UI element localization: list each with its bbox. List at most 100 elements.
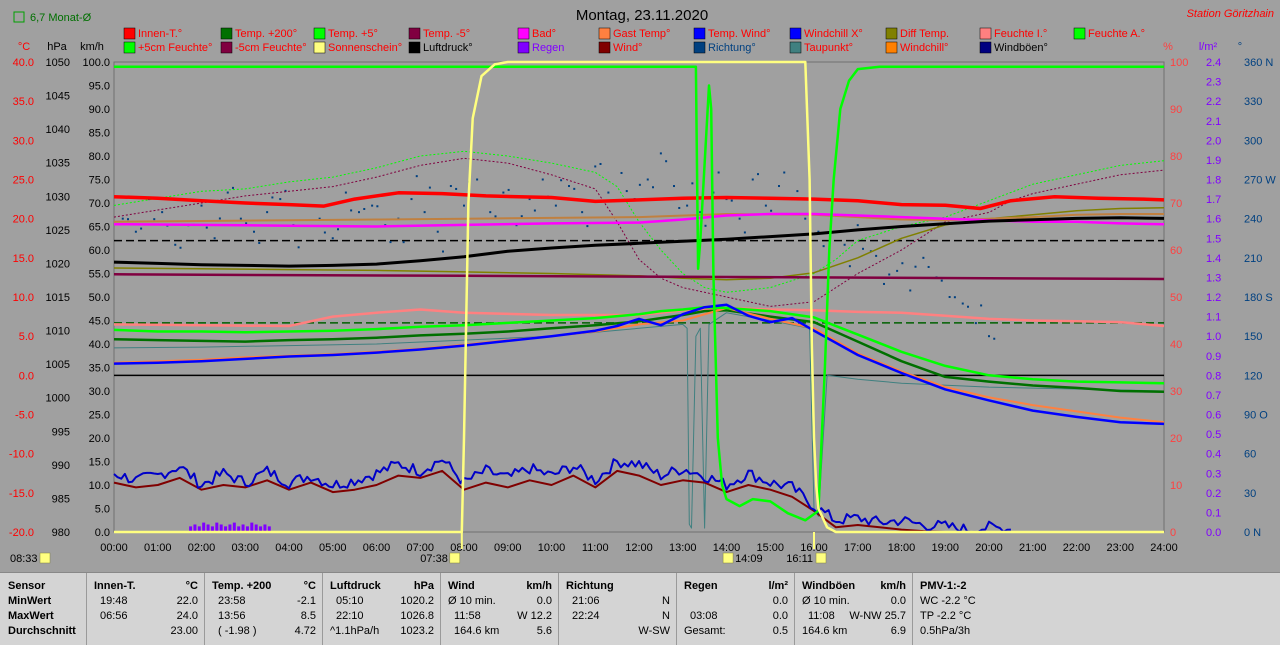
summary-richtung-header: Richtung [566, 580, 614, 592]
summary-col-wind: Wind km/h Ø 10 min. 0.0 11:58 W 12.2 164.6 … [440, 573, 559, 645]
axis-rain-tick: 1.1 [1206, 312, 1221, 324]
axis-rain-tick: 0.5 [1206, 429, 1221, 441]
legend-item-wind: Wind° [598, 41, 642, 54]
summary-sensor-header: Sensor [8, 580, 46, 592]
direction-point [717, 171, 720, 174]
direction-point [489, 211, 492, 214]
rain-bar [197, 526, 201, 532]
direction-point [704, 224, 707, 227]
axis-wind-tick: 35.0 [89, 363, 110, 375]
direction-point [127, 218, 129, 221]
axis-direction-tick: 330 [1244, 96, 1262, 108]
legend-item-5cm-feuchte: -5cm Feuchte° [220, 41, 307, 54]
direction-point [940, 279, 943, 282]
series-feuchte-a [114, 65, 1164, 522]
legend-swatch [979, 41, 992, 54]
axis-rain-tick: 0.8 [1206, 370, 1221, 382]
legend-label: Temp. +200° [235, 28, 297, 40]
axis-direction-unit: ° [1238, 41, 1242, 53]
direction-point [134, 230, 137, 233]
direction-point [121, 217, 124, 220]
x-tick-label: 13:00 [669, 542, 697, 554]
axis-pressure-tick: 1020 [46, 258, 70, 270]
direction-point [757, 173, 759, 176]
direction-point [423, 211, 426, 214]
summary-col-regen: Regen l/m² 0.0 03:08 0.0 Gesamt: 0.5 [676, 573, 795, 645]
legend-label: Feuchte I.° [994, 28, 1047, 40]
x-tick-label: 12:00 [625, 542, 653, 554]
series-temp-5 [113, 273, 1165, 281]
x-tick-label: 19:00 [931, 542, 959, 554]
sun-marker-day-length: 08:33 [10, 552, 51, 565]
sun-marker-noon: 14:09 [722, 552, 763, 565]
direction-point [783, 171, 786, 174]
axis-humidity-tick: 0 [1170, 527, 1176, 539]
direction-point [673, 185, 675, 188]
direction-point [856, 224, 859, 227]
summary-temp200-min-time: 23:58 [218, 595, 246, 607]
axis-humidity-unit: % [1163, 41, 1173, 53]
axis-humidity-tick: 30 [1170, 386, 1182, 398]
summary-row-min: MinWert [8, 595, 52, 607]
summary-regen-min-value: 0.0 [772, 595, 788, 607]
direction-point [896, 269, 899, 272]
axis-wind: 100.0 95.0 90.0 85.0 80.0 75.0 70.0 65.0 60.0 55.… [82, 57, 110, 539]
axis-pressure-tick: 990 [52, 460, 70, 472]
series-line-innen-t [113, 191, 1165, 211]
direction-point [239, 217, 242, 220]
legend: Innen-T.° Temp. +200° Temp. +5° Temp. -5° Ba… [123, 27, 1145, 54]
legend-swatch [408, 41, 421, 54]
axis-wind-tick: 20.0 [89, 433, 110, 445]
axis-wind-tick: 40.0 [89, 339, 110, 351]
summary-pmv-header: PMV-1:-2 [920, 580, 967, 592]
legend-swatch [313, 41, 326, 54]
direction-point [533, 209, 536, 212]
legend-swatch [979, 27, 992, 40]
direction-point [266, 211, 269, 214]
axis-direction-tick: 270 W [1244, 175, 1276, 187]
axis-humidity-tick: 70 [1170, 198, 1182, 210]
summary-temp200-min-value: -2.1 [297, 595, 316, 607]
rain-bar [232, 522, 236, 532]
legend-label: Taupunkt° [804, 42, 853, 54]
axis-pressure-tick: 980 [52, 527, 70, 539]
direction-point [699, 211, 702, 214]
station-name: Station Göritzhain [1187, 8, 1274, 20]
summary-innen-max-time: 06:56 [100, 610, 128, 622]
legend-label: Richtung° [708, 42, 756, 54]
x-tick-label: 23:00 [1106, 542, 1134, 554]
direction-point [376, 205, 379, 208]
axis-temp: 40.0 35.0 30.0 25.0 20.0 15.0 10.0 5.0 0.0 -5.0 -1… [9, 57, 34, 539]
direction-point [607, 191, 610, 194]
summary-innen-max-value: 24.0 [176, 610, 198, 622]
legend-item-temp-5: Temp. -5° [408, 27, 470, 40]
direction-point [953, 296, 956, 299]
chart-title: Montag, 23.11.2020 [576, 7, 708, 24]
direction-point [449, 185, 452, 188]
direction-point [875, 254, 878, 257]
sun-marker-day-length-label: 08:33 [10, 553, 38, 565]
direction-point [371, 204, 374, 207]
axis-humidity-tick: 50 [1170, 292, 1182, 304]
direction-point [652, 186, 654, 189]
direction-point [258, 241, 261, 244]
summary-innen-header: Innen-T. [94, 580, 136, 592]
summary-temp200-max-time: 13:56 [218, 610, 246, 622]
direction-point [428, 186, 431, 189]
direction-point [271, 196, 274, 199]
x-tick-label: 17:00 [844, 542, 872, 554]
legend-swatch [123, 27, 136, 40]
summary-richtung-min-time: 21:06 [572, 595, 600, 607]
legend-label: Gast Temp° [613, 28, 670, 40]
legend-item-richtung: Richtung° [693, 41, 756, 54]
summary-richtung-max-time: 22:24 [572, 610, 600, 622]
axis-temp-tick: 15.0 [13, 253, 34, 265]
axis-direction-tick: 240 [1244, 214, 1262, 226]
axis-rain-tick: 1.5 [1206, 233, 1221, 245]
axis-pressure-tick: 1045 [46, 91, 70, 103]
rain-bar [259, 526, 263, 532]
summary-boeen-unit: km/h [880, 580, 906, 592]
series-wind [113, 469, 946, 533]
rain-bar [263, 524, 267, 532]
